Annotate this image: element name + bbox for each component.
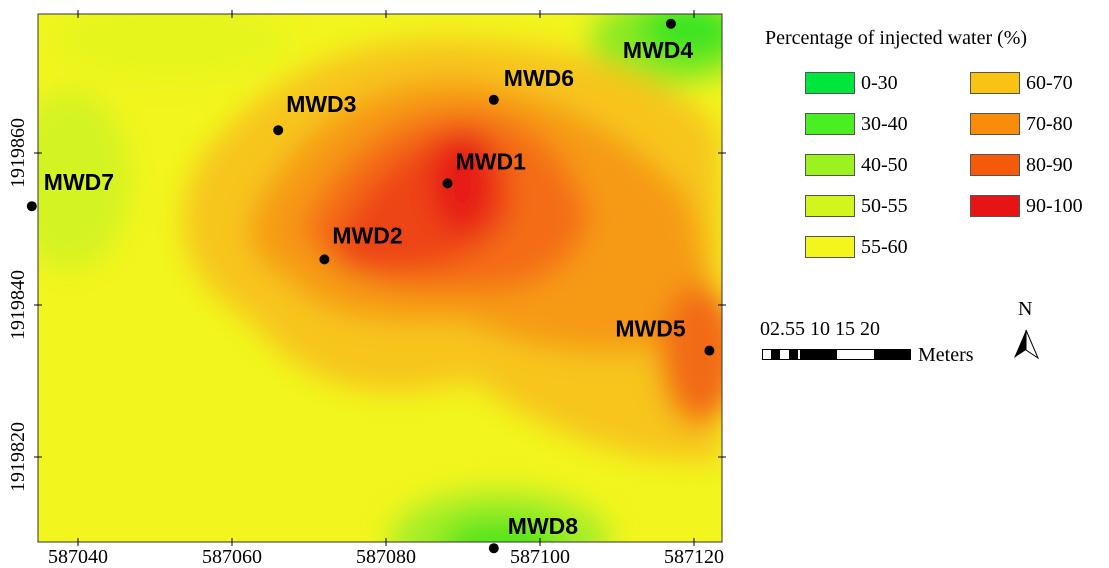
legend-label: 70-80: [1026, 112, 1073, 135]
legend-swatch: [805, 113, 855, 135]
well-label-mwd3: MWD3: [286, 91, 356, 117]
x-tick-labels: 587040 587060 587080 587100 587120: [48, 546, 724, 568]
legend-label: 55-60: [861, 235, 908, 258]
legend-item: 90-100: [970, 193, 1083, 219]
legend-label: 0-30: [861, 71, 898, 94]
well-label-mwd4: MWD4: [623, 37, 693, 63]
well-label-mwd7: MWD7: [44, 169, 114, 195]
legend-item: 40-50: [805, 152, 908, 178]
scale-bar-numbers: 02.55 10 15 20: [760, 318, 880, 340]
legend-swatch: [805, 154, 855, 176]
x-tick-label: 587060: [202, 546, 262, 568]
well-markers: MWD1 MWD2 MWD3 MWD4 MWD5 MWD6 MWD7 MWD8: [26, 18, 715, 554]
legend-item: 60-70: [970, 70, 1073, 96]
y-tick-labels: 1919860 1919840 1919820: [7, 118, 29, 492]
well-label-mwd6: MWD6: [504, 65, 574, 91]
scale-bar: 02.55 10 15 20 Meters: [760, 318, 1000, 368]
legend-swatch: [805, 195, 855, 217]
legend-label: 90-100: [1026, 194, 1083, 217]
well-marker-mwd5: [704, 345, 715, 356]
legend-label: 80-90: [1026, 153, 1073, 176]
legend-swatch: [805, 236, 855, 258]
legend-swatch: [970, 72, 1020, 94]
legend-swatch: [970, 154, 1020, 176]
legend-item: 70-80: [970, 111, 1073, 137]
legend-item: 30-40: [805, 111, 908, 137]
x-tick-label: 587120: [664, 546, 724, 568]
y-tick-label: 1919860: [7, 118, 29, 188]
legend: Percentage of injected water (%) 0-30 30…: [755, 22, 1105, 272]
north-arrow-icon: [1014, 329, 1040, 360]
legend-label: 30-40: [861, 112, 908, 135]
x-tick-label: 587100: [510, 546, 570, 568]
contour-map: 587040 587060 587080 587100 587120 19198…: [7, 10, 726, 568]
x-tick-label: 587040: [48, 546, 108, 568]
legend-label: 50-55: [861, 194, 908, 217]
legend-label: 60-70: [1026, 71, 1073, 94]
well-marker-mwd3: [273, 125, 284, 136]
well-label-mwd2: MWD2: [332, 222, 402, 248]
y-tick-label: 1919820: [7, 422, 29, 492]
scale-bar-graphic: [762, 349, 911, 360]
scale-bar-units: Meters: [918, 344, 974, 366]
legend-swatch: [970, 113, 1020, 135]
well-label-mwd1: MWD1: [456, 148, 526, 174]
legend-swatch: [805, 72, 855, 94]
legend-item: 0-30: [805, 70, 898, 96]
well-marker-mwd8: [488, 543, 499, 554]
well-marker-mwd7: [26, 201, 37, 212]
well-label-mwd5: MWD5: [615, 316, 685, 342]
coordinate-ticks: [34, 10, 726, 546]
legend-label: 40-50: [861, 153, 908, 176]
legend-title: Percentage of injected water (%): [765, 27, 1028, 49]
x-tick-label: 587080: [356, 546, 416, 568]
well-marker-mwd4: [665, 18, 676, 29]
well-marker-mwd6: [488, 94, 499, 105]
legend-item: 80-90: [970, 152, 1073, 178]
legend-swatch: [970, 195, 1020, 217]
well-label-mwd8: MWD8: [508, 513, 578, 539]
north-label: N: [1018, 298, 1033, 320]
legend-item: 50-55: [805, 193, 908, 219]
well-marker-mwd1: [442, 178, 453, 189]
north-arrow: N: [1010, 298, 1044, 368]
legend-item: 55-60: [805, 234, 908, 260]
y-tick-label: 1919840: [7, 270, 29, 340]
well-marker-mwd2: [319, 254, 330, 265]
